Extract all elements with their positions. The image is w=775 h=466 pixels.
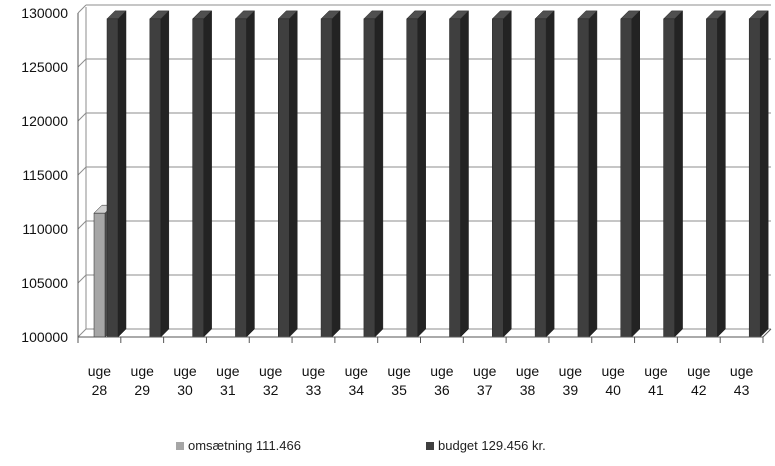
bar-budget [149,10,170,338]
y-tick-label: 120000 [21,113,68,129]
bar-budget [577,10,598,338]
gridline-depth [77,328,87,338]
x-tick-label: uge 33 [302,363,326,398]
legend-label: omsætning 111.466 [188,438,301,453]
y-tick-labels: 100000 105000 110000 115000 120000 125000 1300… [21,5,68,345]
bar-budget [491,10,512,338]
gridline-depth [77,220,87,230]
x-tick-label: uge 40 [601,363,625,398]
x-tick-label: uge 31 [216,363,240,398]
bar-budget [363,10,384,338]
bar-budget [448,10,470,338]
bar-budget [192,10,213,338]
x-tick-label: uge 29 [131,363,155,398]
x-tick-label: uge 34 [345,363,369,398]
bar-budget [748,10,769,338]
x-tick-label: uge 38 [516,363,540,398]
bar-budget [277,10,298,338]
bar-budget [106,10,127,338]
y-tick-label: 100000 [21,329,68,345]
bar-budget [234,10,256,338]
x-tick-label: uge 36 [430,363,454,398]
legend-swatch [426,442,434,450]
x-axis-depth [762,328,772,338]
gridline-depth [77,274,87,284]
gridline-depth [77,58,87,68]
bar-budget [320,10,341,338]
x-tick-label: uge 37 [473,363,497,398]
gridline-depth [77,112,87,122]
gridline-depth [77,166,87,176]
axes [77,7,772,343]
y-tick-label: 105000 [21,275,68,291]
y-tick-label: 115000 [22,167,68,183]
x-tick-label: uge 41 [644,363,668,398]
x-tick-label: uge 35 [387,363,411,398]
bar-budget [662,10,684,338]
x-tick-label: uge 28 [88,363,112,398]
bar-budget [534,10,555,338]
bar-budget [620,10,641,338]
legend-swatch [176,442,184,450]
bars [93,10,769,338]
x-tick-label: uge 39 [559,363,583,398]
y-tick-label: 125000 [21,59,68,75]
legend-label: budget 129.456 kr. [438,438,546,453]
y-tick-label: 130000 [21,5,68,21]
bar-budget [705,10,726,338]
bar-budget [406,10,427,338]
legend: omsætning 111.466 budget 129.456 kr. [176,438,546,453]
x-tick-label: uge 42 [687,363,711,398]
x-tick-label: uge 30 [173,363,197,398]
gridline-depth [77,4,87,14]
x-tick-label: uge 32 [259,363,283,398]
x-tick-label: uge 43 [730,363,754,398]
y-tick-label: 110000 [22,221,68,237]
x-tick-labels: uge 28 uge 29 uge 30 uge 31 uge 32 uge 33 uge 34 uge 35… [88,363,754,398]
